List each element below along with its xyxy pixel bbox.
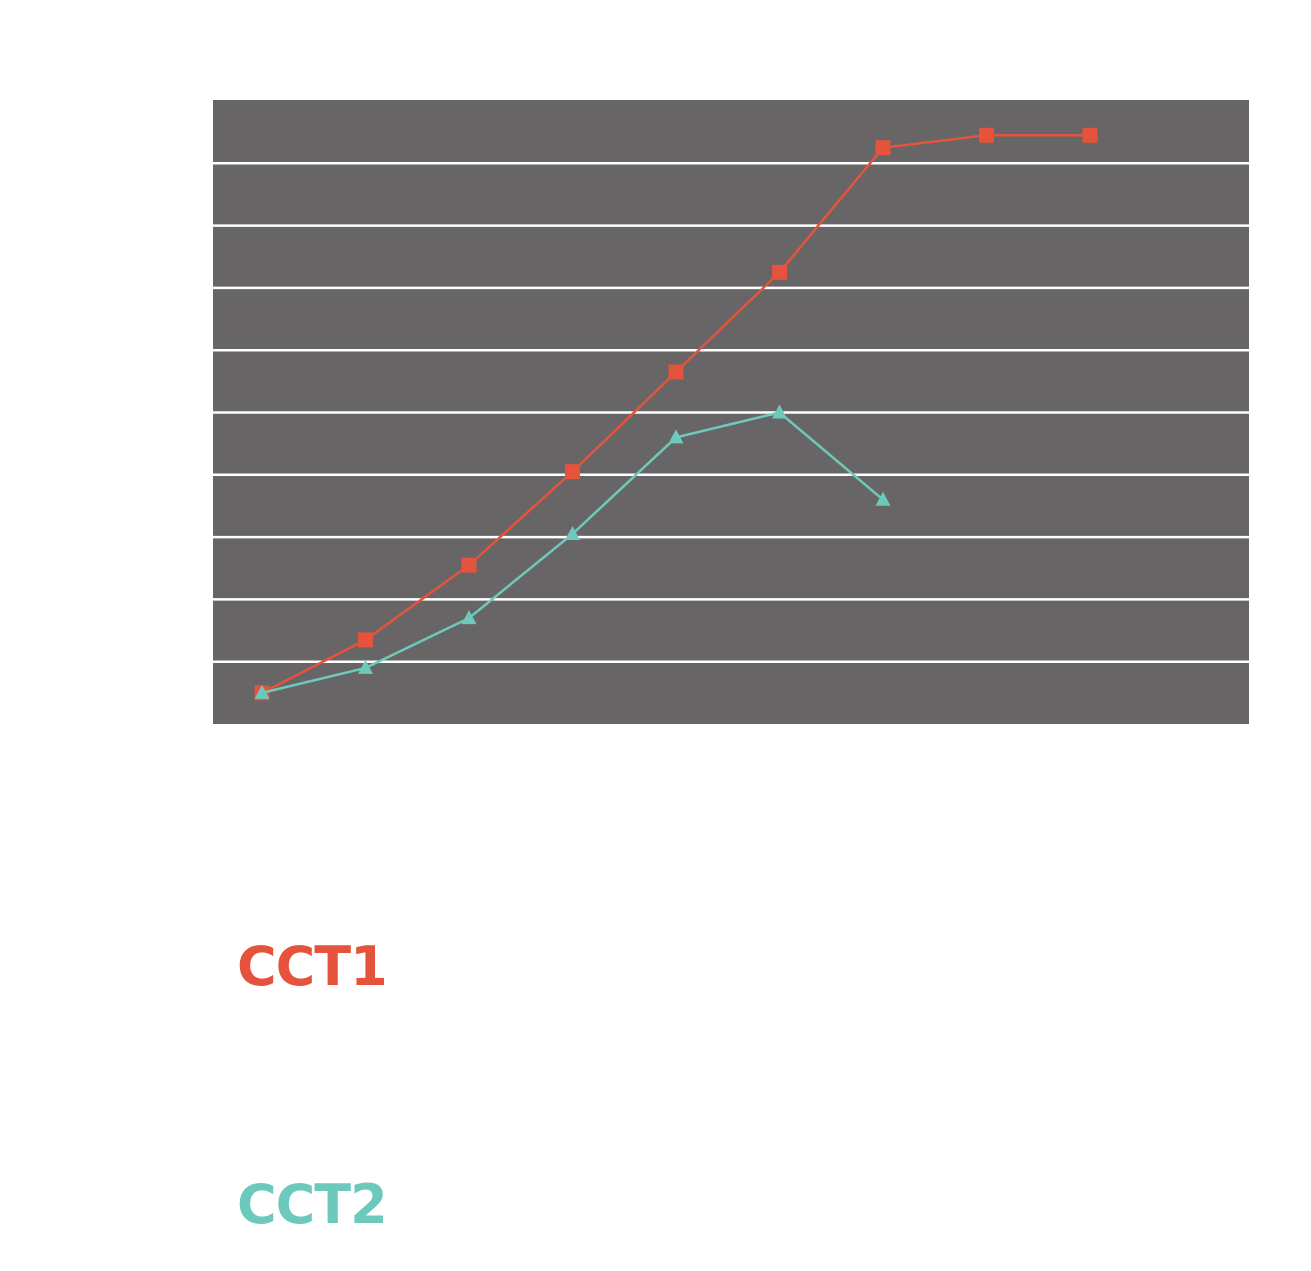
data-point-cct1: [979, 127, 994, 143]
legend-entry-cct1: CCT1: [237, 935, 388, 998]
data-point-cct1: [668, 364, 684, 380]
data-point-cct1: [1082, 127, 1098, 143]
data-point-cct2: [772, 404, 787, 419]
series-cct2: [254, 404, 891, 699]
legend-entry-cct2: CCT2: [237, 1173, 388, 1236]
data-point-cct2: [254, 684, 270, 699]
data-point-cct2: [668, 429, 684, 444]
data-point-cct1: [772, 264, 787, 280]
data-point-cct2: [358, 659, 373, 674]
data-point-cct2: [875, 491, 891, 506]
data-point-cct2: [461, 610, 477, 625]
data-point-cct2: [565, 525, 580, 540]
data-point-cct1: [875, 140, 891, 156]
gridlines: [213, 162, 1249, 663]
series-cct1: [254, 127, 1098, 701]
series-group: [254, 127, 1098, 701]
data-point-cct1: [358, 632, 373, 648]
data-point-cct1: [565, 464, 580, 480]
data-point-cct1: [461, 557, 477, 573]
